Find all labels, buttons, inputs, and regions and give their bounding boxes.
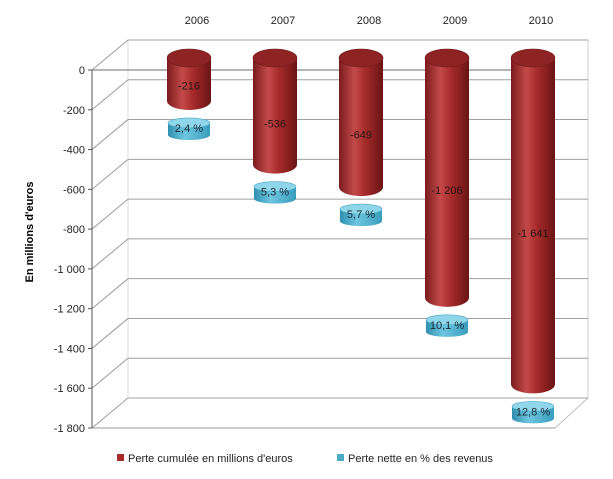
loss-bar: -536 bbox=[252, 48, 298, 174]
percent-pad: 2,4 % bbox=[167, 117, 211, 140]
y-tick-label: -200 bbox=[63, 105, 85, 117]
grid-diagonal bbox=[91, 357, 129, 389]
percent-pad-top bbox=[253, 181, 297, 192]
percent-pad: 5,7 % bbox=[339, 203, 383, 227]
percent-pad: 12,8 % bbox=[511, 401, 555, 424]
percent-data-label: 5,7 % bbox=[347, 209, 375, 221]
grid-diagonal bbox=[91, 397, 129, 429]
percent-data-label: 10,1 % bbox=[430, 320, 464, 332]
x-category-label: 2006 bbox=[185, 15, 209, 27]
bar-series: -216 -536 -649 -1 206 -1 641 bbox=[166, 48, 556, 394]
x-category-label: 2009 bbox=[443, 15, 467, 27]
percent-data-label: 2,4 % bbox=[175, 123, 203, 135]
grid-diagonal bbox=[91, 39, 129, 71]
y-axis-label: En millions d'euros bbox=[24, 181, 36, 282]
loss-bar: -216 bbox=[166, 48, 212, 110]
percent-pad-top bbox=[511, 401, 555, 412]
loss-data-label: -216 bbox=[178, 80, 200, 92]
x-category-label: 2008 bbox=[357, 15, 381, 27]
loss-bar-top bbox=[252, 48, 298, 68]
x-category-label: 2010 bbox=[529, 15, 553, 27]
category-labels: 2006 2007 2008 2009 2010 bbox=[185, 15, 553, 27]
y-tick-label: 0 bbox=[79, 65, 85, 77]
x-category-label: 2007 bbox=[271, 15, 295, 27]
y-axis: 0 -200 -400 -600 -800 -1 000 -1 200 -1 400 -1 60… bbox=[54, 65, 555, 435]
loss-bar-body bbox=[339, 58, 383, 197]
y-tick-label: -400 bbox=[63, 145, 85, 157]
loss-data-label: -536 bbox=[264, 118, 286, 130]
grid-diagonal bbox=[91, 278, 129, 310]
percent-pad-top bbox=[167, 117, 211, 129]
grid-diagonal bbox=[91, 158, 129, 190]
loss-bar: -649 bbox=[338, 48, 384, 197]
legend: Perte cumulée en millions d'euros Perte … bbox=[117, 453, 493, 465]
percent-pad-top bbox=[339, 203, 383, 215]
loss-bar: -1 641 bbox=[510, 48, 556, 394]
legend-swatch-loss bbox=[117, 454, 124, 461]
loss-bar-body bbox=[167, 58, 211, 110]
loss-bar-top bbox=[166, 48, 212, 68]
floor-right-edge bbox=[554, 397, 589, 429]
y-tick-label: -1 800 bbox=[54, 423, 85, 435]
loss-bar-top bbox=[338, 48, 384, 68]
percent-pad-top bbox=[425, 314, 469, 326]
y-tick-label: -1 200 bbox=[54, 304, 85, 316]
percent-pad: 10,1 % bbox=[425, 314, 469, 337]
grid-diagonal bbox=[91, 238, 129, 270]
loss-bar-body bbox=[253, 58, 297, 174]
legend-label-percent: Perte nette en % des revenus bbox=[348, 453, 493, 465]
legend-label-loss: Perte cumulée en millions d'euros bbox=[128, 453, 293, 465]
loss-bar-top bbox=[424, 48, 470, 68]
loss-bar-body bbox=[511, 58, 555, 394]
percent-data-label: 5,3 % bbox=[261, 187, 289, 199]
loss-data-label: -649 bbox=[350, 130, 372, 142]
percent-series: 2,4 % 5,3 % 5,7 % 10,1 % 12,8 % bbox=[167, 117, 555, 424]
y-tick-label: -1 400 bbox=[54, 343, 85, 355]
loss-bar-top bbox=[510, 48, 556, 68]
loss-data-label: -1 641 bbox=[517, 228, 548, 240]
grid-diagonal bbox=[91, 318, 129, 349]
grid-diagonal bbox=[91, 79, 129, 111]
legend-swatch-percent bbox=[337, 454, 344, 461]
grid-diagonal bbox=[91, 198, 129, 230]
percent-data-label: 12,8 % bbox=[516, 406, 550, 418]
loss-data-label: -1 206 bbox=[431, 185, 462, 197]
y-tick-label: -1 000 bbox=[54, 264, 85, 276]
loss-bar-body bbox=[425, 58, 469, 307]
y-tick-label: -600 bbox=[63, 184, 85, 196]
loss-bar: -1 206 bbox=[424, 48, 470, 307]
y-tick-label: -1 600 bbox=[54, 383, 85, 395]
y-tick-label: -800 bbox=[63, 224, 85, 236]
grid-diagonal bbox=[91, 119, 129, 150]
percent-pad: 5,3 % bbox=[253, 181, 297, 204]
